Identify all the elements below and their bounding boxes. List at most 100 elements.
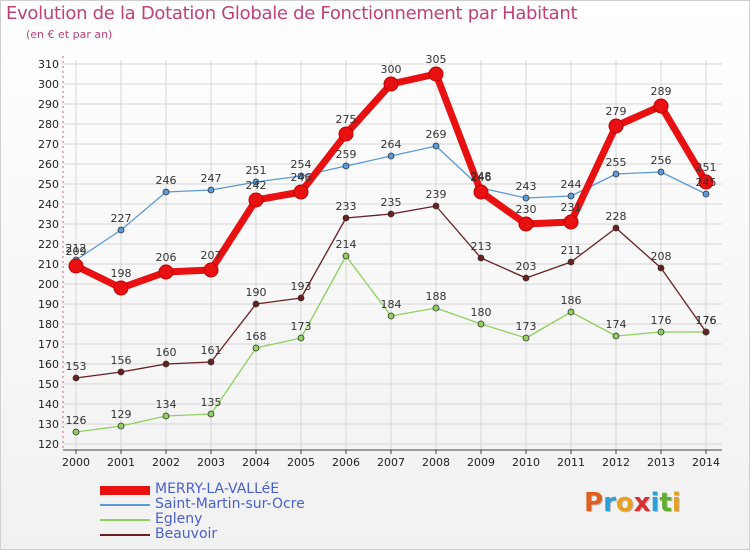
- data-point: [522, 334, 530, 342]
- legend-swatch: [100, 504, 150, 506]
- data-label: 211: [561, 244, 582, 257]
- x-tick-label: 2010: [512, 456, 540, 469]
- legend-swatch: [100, 486, 150, 495]
- data-point: [297, 294, 305, 302]
- data-label: 254: [291, 158, 312, 171]
- data-label: 231: [561, 201, 582, 214]
- data-point: [252, 344, 260, 352]
- y-tick-label: 280: [38, 118, 59, 131]
- logo-letter: i: [650, 488, 660, 518]
- data-label: 176: [696, 314, 717, 327]
- y-tick-label: 120: [38, 438, 59, 451]
- data-point: [158, 264, 174, 280]
- data-label: 174: [606, 318, 627, 331]
- data-label: 193: [291, 280, 312, 293]
- data-label: 161: [201, 344, 222, 357]
- legend-label: MERRY-LA-VALLéE: [155, 481, 280, 497]
- data-point: [68, 258, 84, 274]
- x-tick-label: 2000: [62, 456, 90, 469]
- y-tick-label: 260: [38, 158, 59, 171]
- data-label: 256: [651, 154, 672, 167]
- data-point: [342, 162, 350, 170]
- y-tick-label: 180: [38, 318, 59, 331]
- data-point: [113, 280, 129, 296]
- data-label: 173: [291, 320, 312, 333]
- data-point: [72, 374, 80, 382]
- data-point: [518, 216, 534, 232]
- data-point: [117, 226, 125, 234]
- y-tick-label: 310: [38, 58, 59, 71]
- x-tick-label: 2001: [107, 456, 135, 469]
- data-point: [657, 264, 665, 272]
- data-point: [342, 252, 350, 260]
- data-point: [383, 76, 399, 92]
- data-label: 279: [606, 105, 627, 118]
- data-label: 176: [651, 314, 672, 327]
- data-point: [608, 118, 624, 134]
- y-tick-label: 210: [38, 258, 59, 271]
- data-label: 264: [381, 138, 402, 151]
- data-label: 233: [336, 200, 357, 213]
- y-tick-label: 130: [38, 418, 59, 431]
- y-tick-label: 270: [38, 138, 59, 151]
- legend-label: Egleny: [155, 511, 203, 527]
- data-label: 230: [516, 203, 537, 216]
- data-label: 275: [336, 113, 357, 126]
- data-point: [432, 304, 440, 312]
- data-label: 213: [471, 240, 492, 253]
- data-label: 305: [426, 53, 447, 66]
- data-point: [477, 320, 485, 328]
- data-label: 259: [336, 148, 357, 161]
- y-tick-label: 240: [38, 198, 59, 211]
- data-point: [297, 334, 305, 342]
- data-point: [342, 214, 350, 222]
- legend-swatch: [100, 519, 150, 521]
- legend-label: Beauvoir: [155, 526, 218, 542]
- data-point: [207, 186, 215, 194]
- data-label: 160: [156, 346, 177, 359]
- x-tick-label: 2002: [152, 456, 180, 469]
- x-tick-label: 2012: [602, 456, 630, 469]
- data-label: 251: [696, 161, 717, 174]
- y-tick-label: 140: [38, 398, 59, 411]
- logo-letter: t: [659, 488, 672, 518]
- y-tick-label: 200: [38, 278, 59, 291]
- x-tick-label: 2005: [287, 456, 315, 469]
- x-tick-label: 2014: [692, 456, 720, 469]
- data-point: [612, 332, 620, 340]
- legend-label: Saint-Martin-sur-Ocre: [155, 496, 305, 512]
- data-label: 206: [156, 251, 177, 264]
- logo-letter: P: [584, 488, 604, 518]
- data-point: [203, 262, 219, 278]
- data-label: 243: [516, 180, 537, 193]
- data-label: 246: [156, 174, 177, 187]
- data-label: 246: [471, 171, 492, 184]
- data-point: [387, 210, 395, 218]
- data-label: 188: [426, 290, 447, 303]
- data-label: 180: [471, 306, 492, 319]
- data-point: [702, 328, 710, 336]
- data-label: 300: [381, 63, 402, 76]
- proxiti-logo: Proxiti: [584, 488, 681, 518]
- data-label: 269: [426, 128, 447, 141]
- logo-letter: i: [671, 488, 681, 518]
- data-point: [297, 172, 305, 180]
- data-point: [72, 428, 80, 436]
- data-label: 209: [66, 245, 87, 258]
- y-tick-label: 230: [38, 218, 59, 231]
- data-label: 242: [246, 179, 267, 192]
- data-label: 156: [111, 354, 132, 367]
- data-point: [252, 300, 260, 308]
- chart-title: Evolution de la Dotation Globale de Fonc…: [6, 3, 578, 24]
- data-label: 129: [111, 408, 132, 421]
- data-point: [657, 168, 665, 176]
- legend-swatch: [100, 534, 150, 536]
- data-point: [522, 194, 530, 202]
- y-tick-label: 170: [38, 338, 59, 351]
- data-label: 153: [66, 360, 87, 373]
- data-label: 245: [696, 176, 717, 189]
- data-point: [563, 214, 579, 230]
- y-tick-label: 290: [38, 98, 59, 111]
